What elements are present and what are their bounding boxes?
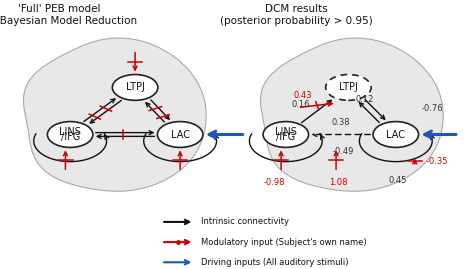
Polygon shape	[24, 38, 206, 191]
Text: -0.76: -0.76	[422, 104, 444, 113]
Text: /IFG: /IFG	[61, 132, 80, 142]
Text: Intrinsic connectivity: Intrinsic connectivity	[201, 217, 290, 226]
Circle shape	[326, 75, 371, 100]
Text: LAC: LAC	[386, 129, 405, 140]
Text: Driving inputs (All auditory stimuli): Driving inputs (All auditory stimuli)	[201, 258, 349, 267]
Text: LINS: LINS	[275, 127, 297, 137]
Text: 0.12: 0.12	[356, 95, 374, 104]
FancyArrowPatch shape	[302, 100, 331, 122]
Polygon shape	[261, 38, 443, 191]
Circle shape	[47, 122, 93, 147]
Text: LTPJ: LTPJ	[339, 82, 358, 93]
Text: DCM results
(posterior probability > 0.95): DCM results (posterior probability > 0.9…	[220, 4, 373, 26]
Text: 0.16: 0.16	[291, 100, 310, 109]
Text: 0.45: 0.45	[389, 176, 407, 185]
FancyArrowPatch shape	[151, 100, 169, 119]
FancyArrowPatch shape	[90, 100, 121, 123]
Text: LAC: LAC	[171, 129, 190, 140]
Circle shape	[112, 75, 158, 100]
FancyArrowPatch shape	[84, 99, 115, 122]
Text: 0.43: 0.43	[293, 91, 312, 100]
Circle shape	[157, 122, 203, 147]
Text: LTPJ: LTPJ	[126, 82, 145, 93]
FancyArrowPatch shape	[97, 134, 155, 138]
Text: 1.08: 1.08	[329, 178, 348, 186]
Circle shape	[373, 122, 419, 147]
Circle shape	[263, 122, 309, 147]
FancyArrowPatch shape	[96, 131, 153, 134]
Text: /IFG: /IFG	[276, 132, 295, 142]
Text: Modulatory input (Subject's own name): Modulatory input (Subject's own name)	[201, 238, 367, 247]
FancyArrowPatch shape	[146, 103, 164, 122]
Text: 0.38: 0.38	[331, 118, 350, 127]
Text: -0.49: -0.49	[332, 147, 354, 156]
Text: 'Full' PEB model
for Bayesian Model Reduction: 'Full' PEB model for Bayesian Model Redu…	[0, 4, 137, 26]
FancyArrowPatch shape	[365, 100, 385, 119]
Text: LINS: LINS	[59, 127, 81, 137]
Text: -0.98: -0.98	[263, 178, 285, 186]
FancyArrowPatch shape	[313, 133, 370, 136]
Text: -0.35: -0.35	[427, 157, 448, 166]
FancyArrowPatch shape	[359, 103, 379, 122]
